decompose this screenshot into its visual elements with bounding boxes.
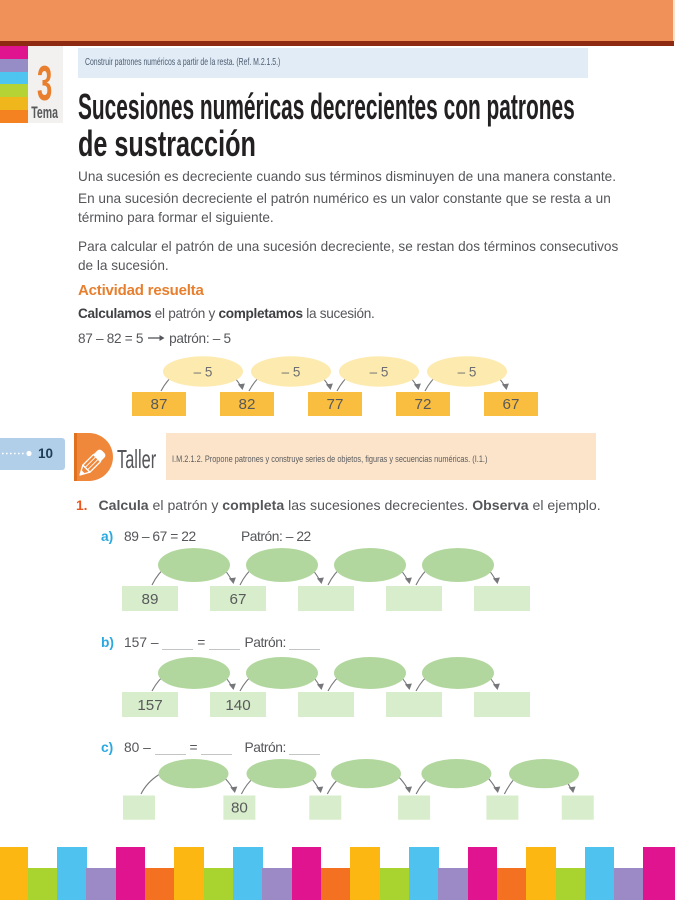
svg-text:– 5: – 5 <box>194 365 213 380</box>
svg-text:87: 87 <box>151 396 168 413</box>
svg-text:– 5: – 5 <box>282 365 301 380</box>
svg-text:80: 80 <box>231 800 248 817</box>
svg-text:– 5: – 5 <box>458 365 477 380</box>
svg-text:72: 72 <box>415 396 432 413</box>
svg-text:67: 67 <box>503 396 520 413</box>
svg-text:77: 77 <box>327 396 344 413</box>
svg-text:– 5: – 5 <box>370 365 389 380</box>
svg-text:140: 140 <box>225 697 250 714</box>
svg-text:157: 157 <box>137 697 162 714</box>
svg-text:89: 89 <box>142 591 159 608</box>
svg-text:82: 82 <box>239 396 256 413</box>
svg-text:67: 67 <box>230 591 247 608</box>
